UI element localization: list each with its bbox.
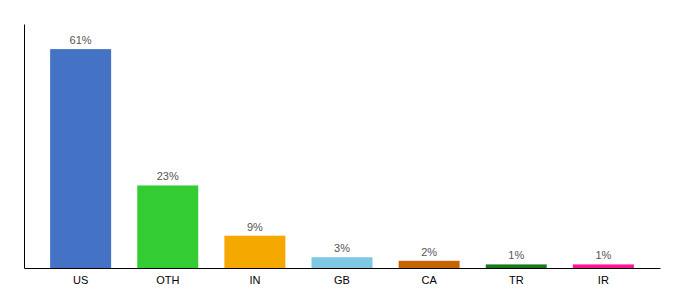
data-label: 1% bbox=[508, 249, 524, 261]
data-label: 2% bbox=[421, 246, 437, 258]
x-tick-label: OTH bbox=[156, 274, 179, 286]
x-tick-label: CA bbox=[421, 274, 437, 286]
x-axis-line bbox=[25, 268, 661, 269]
data-label: 3% bbox=[334, 242, 350, 254]
x-tick-label: GB bbox=[334, 274, 350, 286]
x-tick: TR bbox=[509, 274, 524, 286]
x-tick: US bbox=[73, 274, 88, 286]
x-tick: IN bbox=[249, 274, 260, 286]
x-tick-label: IN bbox=[249, 274, 260, 286]
x-tick-label: US bbox=[73, 274, 88, 286]
x-tick-label: IR bbox=[598, 274, 609, 286]
bar bbox=[312, 257, 373, 268]
bar bbox=[486, 264, 547, 268]
x-axis: US OTH IN GB CA TR IR bbox=[25, 269, 661, 286]
chart: US OTH IN GB CA TR IR 61% 23% 9% 3% 2% 1% 1% bbox=[0, 0, 680, 300]
x-tick: IR bbox=[598, 274, 609, 286]
bar bbox=[224, 236, 285, 268]
bar bbox=[50, 49, 111, 268]
bar bbox=[137, 185, 198, 268]
bars bbox=[50, 49, 634, 268]
x-tick: CA bbox=[421, 274, 437, 286]
y-axis bbox=[24, 25, 25, 269]
plot: US OTH IN GB CA TR IR 61% 23% 9% 3% 2% 1% 1% bbox=[25, 25, 661, 286]
data-label: 61% bbox=[70, 34, 92, 46]
bar bbox=[399, 261, 460, 268]
y-axis-line bbox=[24, 25, 25, 269]
x-tick: OTH bbox=[156, 274, 179, 286]
x-tick-label: TR bbox=[509, 274, 524, 286]
x-tick: GB bbox=[334, 274, 350, 286]
data-labels: 61% 23% 9% 3% 2% 1% 1% bbox=[70, 34, 612, 261]
bar bbox=[573, 264, 634, 268]
data-label: 9% bbox=[247, 221, 263, 233]
data-label: 1% bbox=[595, 249, 611, 261]
data-label: 23% bbox=[157, 170, 179, 182]
